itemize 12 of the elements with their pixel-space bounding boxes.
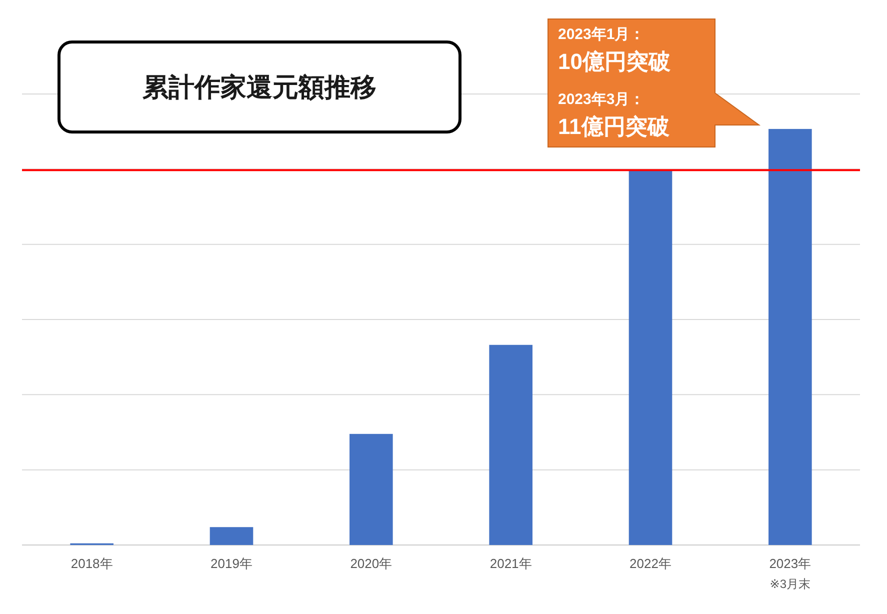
- annotation: 10億円突破: [558, 49, 670, 74]
- x-tick-label: 2018年: [70, 556, 113, 571]
- annotation: 11億円突破: [558, 114, 670, 139]
- x-tick-label: 2020年: [350, 556, 392, 571]
- x-tick-label: 2022年: [630, 556, 672, 571]
- x-tick-label: 2023年: [769, 556, 812, 571]
- annotation: 2023年1月：: [558, 26, 645, 43]
- annotation: ※3月末: [770, 577, 811, 591]
- x-tick-label: 2021年: [490, 556, 532, 571]
- chart-title: 累計作家還元額推移: [142, 72, 376, 102]
- annotation: 2023年3月：: [558, 91, 645, 108]
- x-tick-label: 2019年: [210, 556, 252, 571]
